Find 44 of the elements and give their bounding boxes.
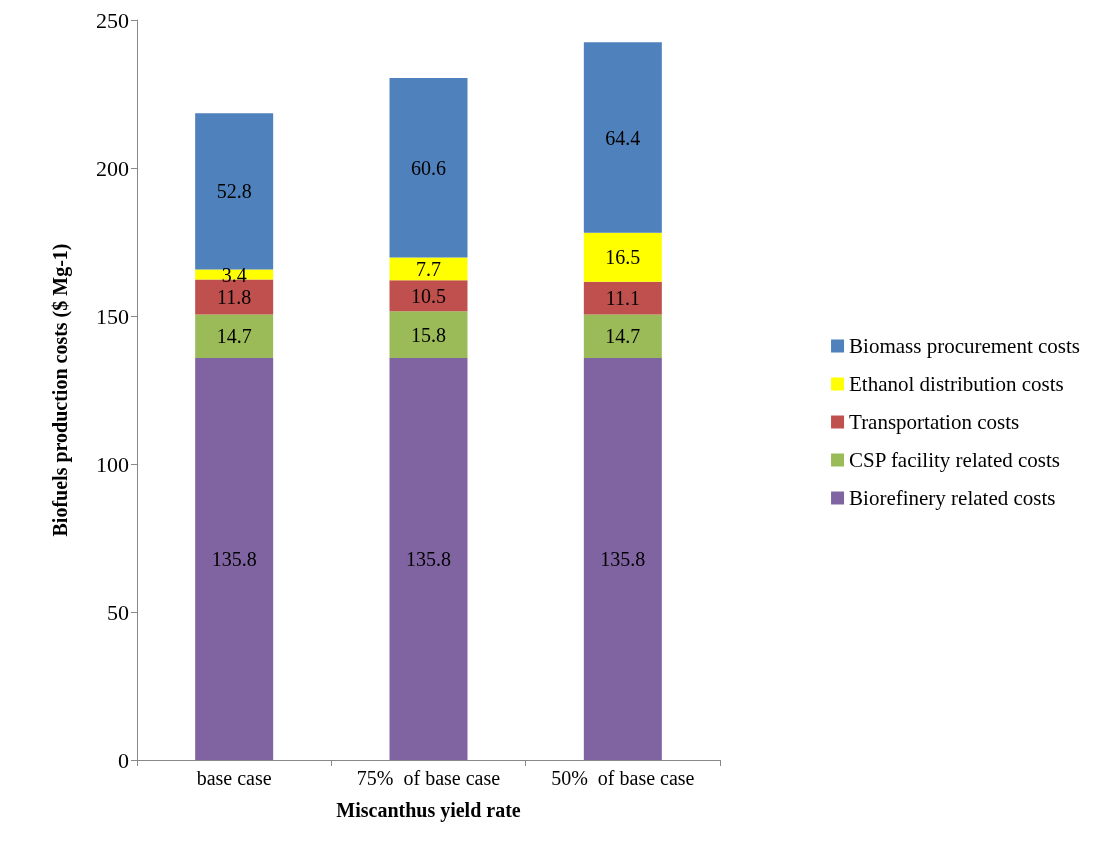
y-tick-label: 50 xyxy=(107,599,129,625)
bar xyxy=(389,280,468,312)
x-tick-label: 75% of base case xyxy=(356,767,501,789)
y-tick-label: 200 xyxy=(96,155,129,181)
legend-label: Biomass procurement costs xyxy=(849,334,1081,358)
data-label: 11.1 xyxy=(605,287,640,310)
x-tick-label: base case xyxy=(196,767,272,789)
data-label: 60.6 xyxy=(411,156,446,179)
bar xyxy=(389,78,468,258)
y-tick-label: 0 xyxy=(118,747,129,773)
bar xyxy=(195,314,274,359)
bar xyxy=(583,42,662,233)
data-label: 135.8 xyxy=(211,548,257,571)
data-label: 15.8 xyxy=(411,323,446,346)
bar xyxy=(389,257,468,281)
bar xyxy=(195,113,274,270)
bar xyxy=(583,232,662,282)
data-label: 10.5 xyxy=(411,284,446,307)
legend-label: Ethanol distribution costs xyxy=(849,372,1064,396)
data-label: 11.8 xyxy=(217,286,252,309)
data-label: 135.8 xyxy=(406,548,451,571)
data-label: 135.8 xyxy=(600,548,646,571)
data-label: 7.7 xyxy=(416,257,441,280)
bar xyxy=(389,311,468,359)
y-axis-title: Biofuels production costs ($ Mg-1) xyxy=(49,243,72,537)
data-label: 3.4 xyxy=(221,263,247,286)
data-label: 14.7 xyxy=(216,325,252,348)
data-label: 52.8 xyxy=(216,180,252,203)
data-label: 14.7 xyxy=(605,325,641,348)
x-axis-title: Miscanthus yield rate xyxy=(336,799,521,822)
y-tick-label: 150 xyxy=(96,303,129,329)
bar xyxy=(195,358,274,760)
legend-label: CSP facility related costs xyxy=(849,448,1060,472)
bar xyxy=(583,314,662,359)
y-tick-label: 250 xyxy=(96,7,129,33)
y-tick-label: 100 xyxy=(96,451,129,477)
x-tick-label: 50% of base case xyxy=(551,767,695,789)
bar xyxy=(583,358,662,760)
legend-label: Biorefinery related costs xyxy=(849,486,1056,510)
data-label: 16.5 xyxy=(605,246,641,269)
bar xyxy=(389,358,468,760)
legend-label: Transportation costs xyxy=(849,410,1020,434)
data-label: 64.4 xyxy=(605,126,641,149)
bar xyxy=(583,281,662,315)
